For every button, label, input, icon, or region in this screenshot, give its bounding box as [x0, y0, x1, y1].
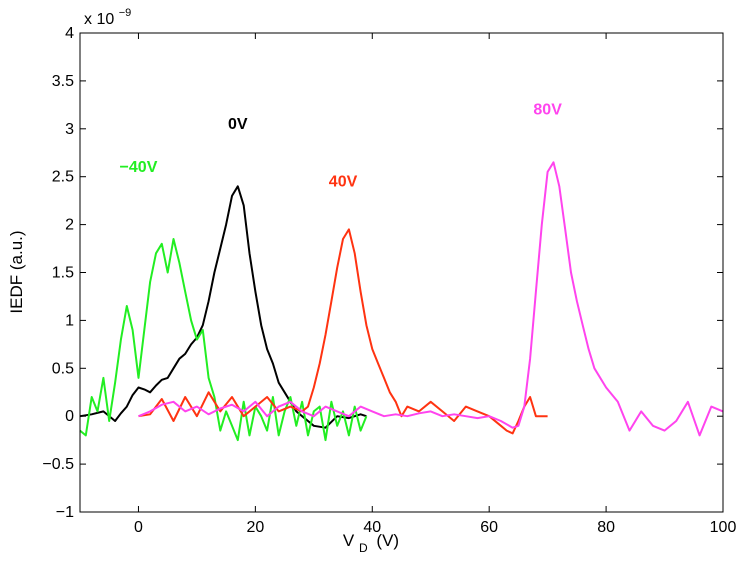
- x-tick-label: 40: [363, 519, 381, 536]
- y-exponent-power: −9: [119, 7, 132, 19]
- x-tick-label: 20: [246, 519, 264, 536]
- x-axis-label-main: V: [343, 531, 355, 550]
- y-tick-label: 0: [65, 408, 74, 425]
- y-tick-label: −1: [56, 504, 74, 521]
- series-label-1: −40V: [120, 159, 158, 176]
- series-line-3: [138, 161, 724, 437]
- x-axis-label-unit: (V): [376, 531, 399, 550]
- x-axis-label-subscript: D: [359, 541, 368, 555]
- series-line-0: [79, 185, 367, 429]
- x-axis-ticks: 0 20 40 60 80 100: [134, 33, 736, 536]
- y-tick-label: 3.5: [52, 73, 74, 90]
- x-axis-label: V D (V): [343, 531, 399, 556]
- y-axis-label: IEDF (a.u.): [7, 230, 26, 313]
- y-tick-label: 0.5: [52, 360, 74, 377]
- y-tick-label: 2.5: [52, 169, 74, 186]
- y-tick-label: 1.5: [52, 265, 74, 282]
- y-tick-label: 4: [65, 25, 74, 42]
- series-line-1: [79, 238, 368, 442]
- plot-area: [80, 33, 723, 512]
- series-label-2: 40V: [329, 173, 358, 190]
- y-tick-label: −0.5: [42, 456, 74, 473]
- x-tick-label: 0: [134, 519, 143, 536]
- y-tick-label: 1: [65, 312, 74, 329]
- series-label-3: 80V: [533, 101, 562, 118]
- series-layer: 0V −40V 40V 80V: [79, 101, 724, 442]
- x-tick-label: 100: [710, 519, 737, 536]
- y-tick-label: 3: [65, 121, 74, 138]
- x-tick-label: 60: [480, 519, 498, 536]
- y-exponent-label: x 10 −9: [84, 7, 131, 28]
- y-tick-label: 2: [65, 217, 74, 234]
- plot-frame: [79, 32, 724, 513]
- series-label-0: 0V: [228, 116, 248, 133]
- x-tick-label: 80: [597, 519, 615, 536]
- y-axis-ticks: −1 −0.5 0 0.5 1 1.5 2 2.5 3 3.5 4: [42, 25, 723, 521]
- y-exponent-base: x 10: [84, 11, 114, 28]
